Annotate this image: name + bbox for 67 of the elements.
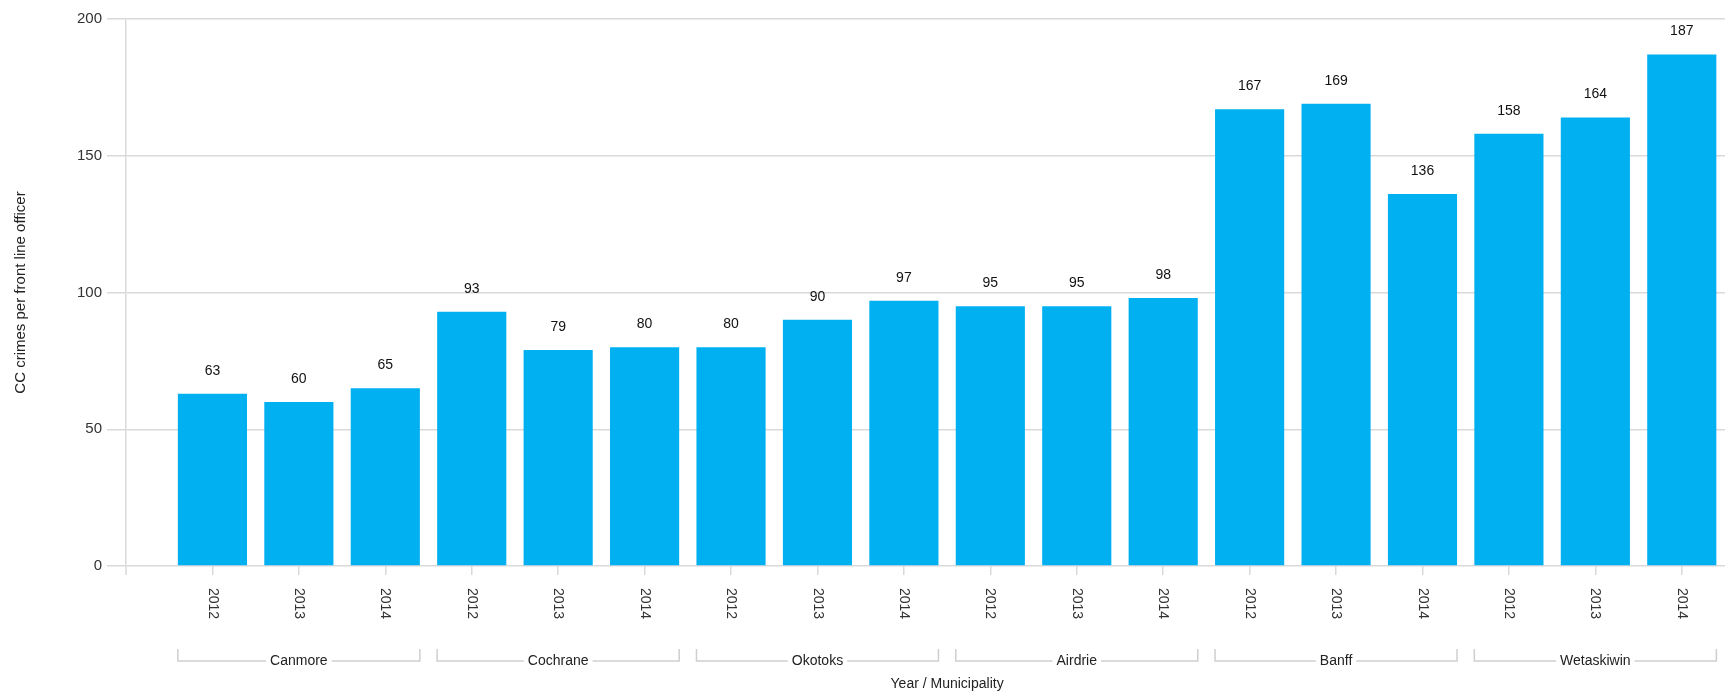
y-tick-label: 100 [76, 282, 102, 300]
data-label: 60 [291, 369, 307, 386]
x-axis-title: Year / Municipality [890, 674, 1004, 691]
data-label: 187 [1670, 22, 1694, 39]
data-label: 65 [377, 356, 394, 373]
bar [696, 347, 766, 566]
data-label: 98 [1155, 265, 1172, 282]
bar [437, 311, 507, 566]
x-tick-label: 2012 [724, 588, 741, 620]
x-tick-label: 2014 [1674, 588, 1691, 620]
data-label: 95 [982, 274, 999, 291]
data-label: 90 [809, 287, 826, 304]
x-tick-label: 2013 [1588, 588, 1605, 620]
x-tick-label: 2013 [810, 588, 827, 620]
y-tick-label: 0 [93, 556, 102, 574]
data-label: 158 [1497, 101, 1521, 118]
data-label: 80 [723, 315, 740, 332]
data-label: 164 [1583, 85, 1608, 102]
x-tick-label: 2012 [1242, 588, 1259, 620]
text: Okotoks [791, 651, 844, 668]
bar [1128, 297, 1198, 566]
bar [1042, 306, 1112, 566]
bar [1560, 117, 1630, 566]
bar [264, 401, 334, 566]
x-tick-label: 2013 [1329, 588, 1346, 620]
text: Cochrane [527, 651, 589, 668]
x-tick-label: 2013 [551, 588, 568, 620]
x-tick-label: 2012 [1502, 588, 1519, 620]
bar [1387, 194, 1458, 566]
x-tick-label: 2014 [1415, 588, 1432, 620]
data-label: 80 [636, 315, 653, 332]
data-label: 136 [1410, 161, 1435, 178]
x-tick-label: 2014 [378, 588, 395, 620]
text: Canmore [270, 651, 328, 668]
data-label: 79 [550, 317, 567, 334]
data-label: 167 [1237, 77, 1262, 94]
data-label: 93 [463, 279, 480, 296]
y-tick-label: 50 [85, 419, 102, 437]
x-tick-label: 2014 [897, 588, 914, 620]
bar [869, 300, 939, 566]
x-tick-label: 2012 [205, 588, 222, 620]
bar [350, 388, 420, 566]
bar [1474, 133, 1544, 566]
y-tick-label: 200 [76, 9, 102, 27]
text: Banff [1319, 651, 1353, 668]
x-tick-label: 2012 [983, 588, 1000, 620]
x-tick-label: 2013 [1069, 588, 1086, 620]
text: Wetaskiwin [1560, 651, 1631, 668]
data-label: 169 [1324, 71, 1348, 88]
x-tick-label: 2012 [464, 588, 481, 620]
y-axis-title: CC crimes per front line officer [11, 191, 29, 394]
bar [610, 347, 680, 566]
x-tick-label: 2013 [292, 588, 309, 620]
data-label: 63 [204, 361, 221, 378]
bar [1301, 103, 1371, 566]
bar [1647, 54, 1717, 566]
x-tick-label: 2014 [637, 588, 654, 620]
bar [782, 319, 853, 566]
bar [523, 349, 593, 566]
data-label: 97 [896, 268, 912, 285]
bar [177, 393, 248, 566]
bar [955, 306, 1025, 566]
x-tick-label: 2014 [1156, 588, 1173, 620]
data-label: 95 [1068, 274, 1085, 291]
text: Airdrie [1056, 651, 1098, 668]
y-tick-label: 150 [76, 145, 102, 163]
bar [1215, 109, 1285, 566]
